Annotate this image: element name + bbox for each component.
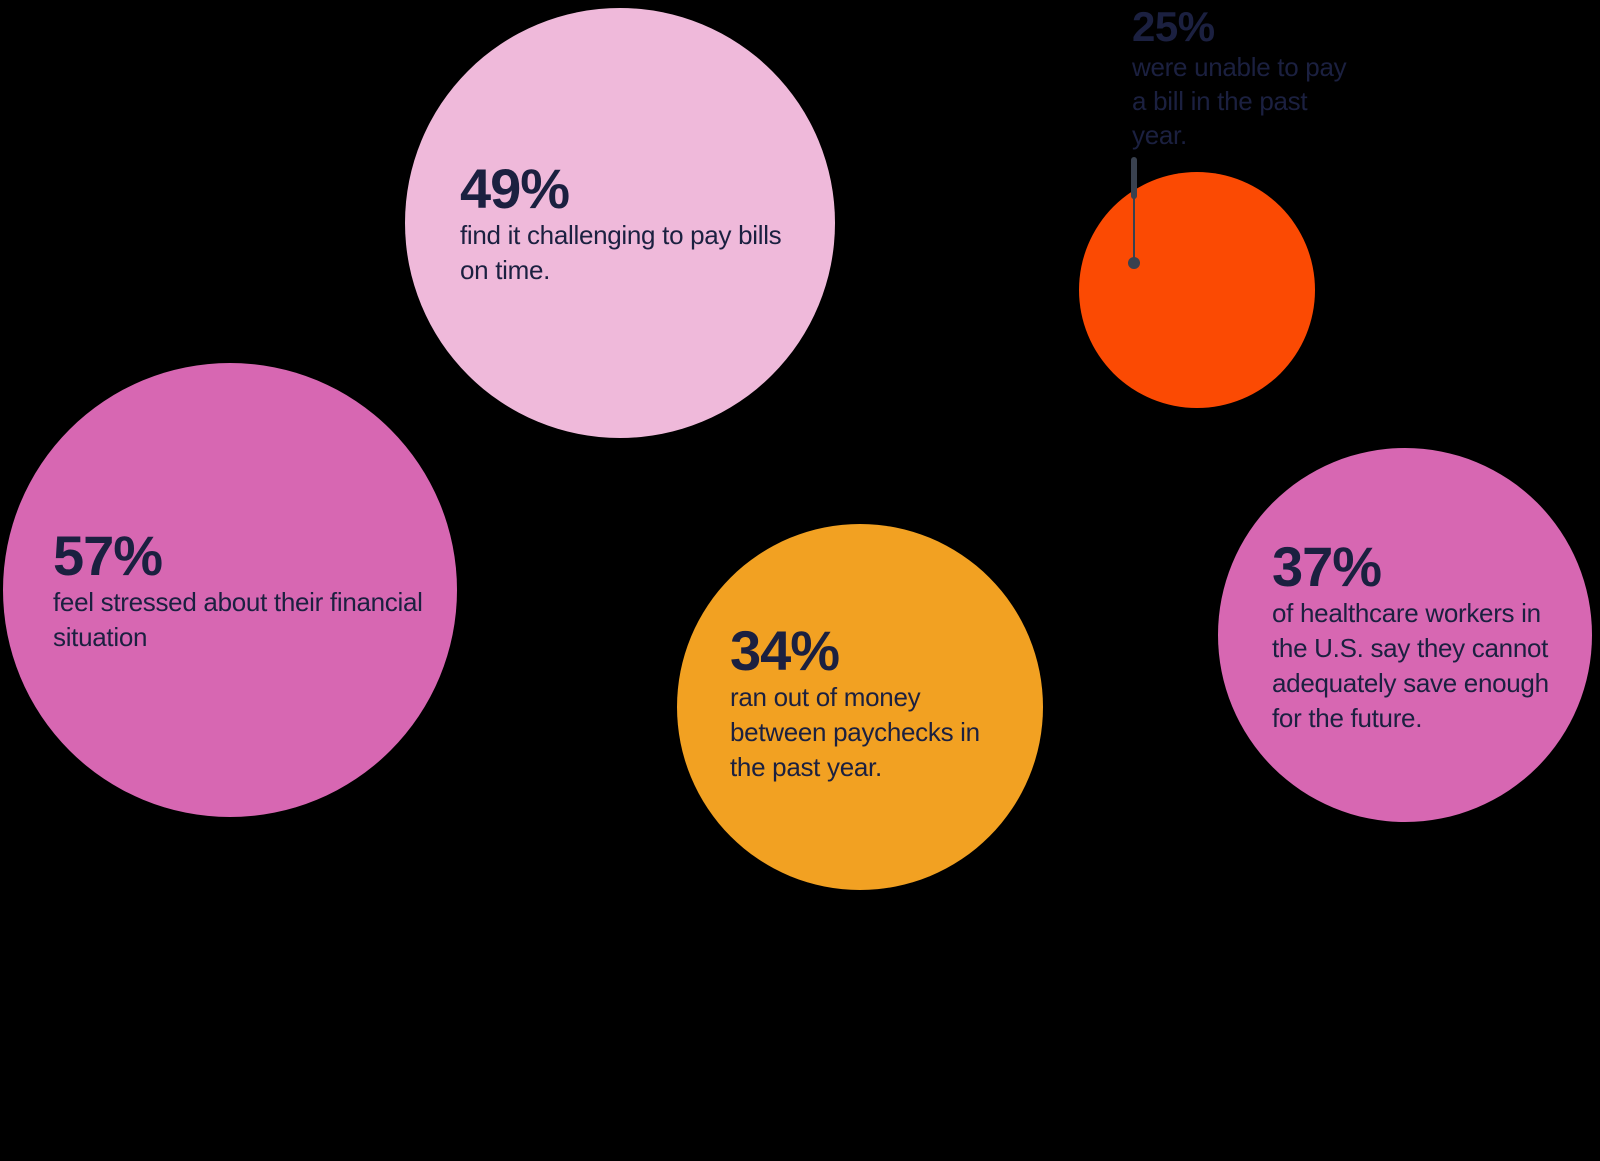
bubble-34-percent bbox=[677, 524, 1043, 890]
stat-34-line-1: ran out of money bbox=[730, 682, 921, 712]
stat-25-line-3: year. bbox=[1132, 120, 1187, 150]
callout-anchor-dot bbox=[1128, 257, 1140, 269]
stat-37-line-1: of healthcare workers in bbox=[1272, 598, 1541, 628]
stat-49-value: 49% bbox=[460, 157, 570, 220]
bubble-37-percent bbox=[1218, 448, 1592, 822]
stat-34-line-3: the past year. bbox=[730, 752, 882, 782]
bubble-49-percent bbox=[405, 8, 835, 438]
stat-37-line-2: the U.S. say they cannot bbox=[1272, 633, 1549, 663]
stat-25-line-2: a bill in the past bbox=[1132, 86, 1308, 116]
stat-37-line-4: for the future. bbox=[1272, 703, 1423, 733]
stat-57-line-1: feel stressed about their financial bbox=[53, 587, 423, 617]
bubble-57-percent bbox=[3, 363, 457, 817]
stat-49: 49% find it challenging to pay bills on … bbox=[460, 160, 820, 288]
stat-49-line-2: on time. bbox=[460, 255, 551, 285]
stat-25-callout: 25% were unable to pay a bill in the pas… bbox=[1132, 4, 1382, 152]
stat-25-value: 25% bbox=[1132, 3, 1215, 50]
bubble-25-percent bbox=[1079, 172, 1315, 408]
stat-25-line-1: were unable to pay bbox=[1132, 52, 1347, 82]
stat-57-value: 57% bbox=[53, 524, 163, 587]
callout-leader-line bbox=[1133, 195, 1135, 263]
stat-49-line-1: find it challenging to pay bills bbox=[460, 220, 782, 250]
stat-37: 37% of healthcare workers in the U.S. sa… bbox=[1272, 538, 1562, 736]
stat-37-line-3: adequately save enough bbox=[1272, 668, 1549, 698]
stat-57: 57% feel stressed about their financial … bbox=[53, 527, 463, 655]
stat-34: 34% ran out of money between paychecks i… bbox=[730, 622, 1030, 785]
stat-37-value: 37% bbox=[1272, 535, 1382, 598]
callout-pin-bar bbox=[1131, 157, 1137, 199]
stat-57-line-2: situation bbox=[53, 622, 148, 652]
stat-34-value: 34% bbox=[730, 619, 840, 682]
stat-34-line-2: between paychecks in bbox=[730, 717, 980, 747]
